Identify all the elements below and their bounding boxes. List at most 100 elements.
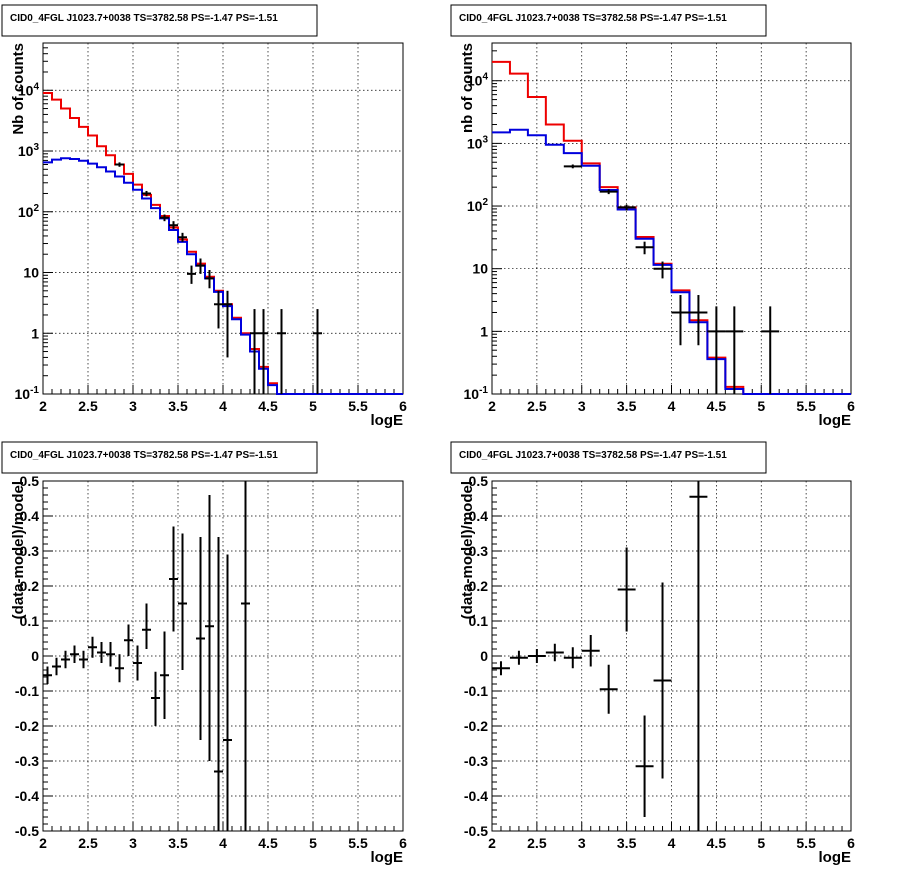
data-point [492,661,510,676]
x-tick-label: 2 [488,398,496,414]
data-point [509,650,528,665]
data-point [689,295,708,346]
data-point [761,306,780,394]
x-tick-label: 4.5 [707,835,727,851]
data-point [223,290,232,358]
data-point [106,642,115,667]
data-point [97,642,106,663]
chart-panel-1: 2 2.5 3 3.5 4 4.5 5 5.5 6 10-1 1 10 102 103 104 logE Nb … [1,4,407,429]
y-tick-label: 0 [480,648,488,664]
data-point [563,647,582,669]
y-tick-label: -0.2 [15,718,39,734]
chart-panel-3: 2 2.5 3 3.5 4 4.5 5 5.5 6 -0.5 -0.4 -0.3 -0.2 -0.1 0 0.… [1,441,407,866]
x-tick-label: 3.5 [168,398,188,414]
data-point [223,554,232,831]
data-point [653,261,672,279]
chart-title: CID0_4FGL J1023.7+0038 TS=3782.58 PS=-1.… [10,450,278,461]
data-point [178,533,187,670]
x-tick-label: 4 [219,398,227,414]
y-tick-label: 1 [31,325,39,341]
x-tick-label: 5.5 [348,398,368,414]
y-tick-label: -0.5 [15,823,39,839]
data-point [214,537,223,831]
x-tick-label: 5.5 [348,835,368,851]
data-point [151,671,160,726]
data-point [689,481,708,831]
y-tick-label: 0.2 [20,578,40,594]
data-point [61,650,70,669]
data-point [133,645,142,681]
y-tick-label: 0.2 [469,578,489,594]
data-point [617,204,636,211]
y-tick-label: -0.3 [464,753,488,769]
data-point [88,636,97,658]
data-point [581,635,600,667]
data-point [205,495,214,761]
x-tick-label: 5 [309,835,317,851]
x-tick-label: 5.5 [796,398,816,414]
data-point [671,295,690,346]
y-tick-label: 0.5 [20,473,40,489]
x-axis-title: logE [371,412,404,429]
y-tick-label: 1 [480,323,488,339]
data-point [169,221,178,230]
x-tick-label: 2.5 [78,398,98,414]
x-tick-label: 4 [668,398,676,414]
histogram-series-2 [492,128,851,395]
y-tick-label: -0.1 [464,683,488,699]
x-tick-label: 3 [129,835,137,851]
data-point [635,241,654,255]
x-tick-label: 5 [757,835,765,851]
data-point [115,162,124,167]
x-tick-label: 2.5 [527,398,547,414]
data-point [599,189,618,195]
x-axis-title: logE [819,849,852,866]
chart-panel-4: 2 2.5 3 3.5 4 4.5 5 5.5 6 -0.5 -0.4 -0.3 -0.2 -0.1 0 0.… [450,441,855,866]
data-point [635,715,654,817]
y-axis-title: Nb of counts [10,43,27,135]
y-tick-label: -0.4 [15,788,39,804]
title-box [450,4,767,37]
data-point [725,306,744,394]
x-tick-label: 2 [488,835,496,851]
x-tick-label: 3 [578,835,586,851]
data-point [277,309,286,394]
histogram-series-2 [43,157,403,395]
title-box [1,4,318,37]
y-tick-label: -0.2 [464,718,488,734]
y-tick-label: -0.1 [15,683,39,699]
y-tick-label: 10-1 [15,385,40,402]
x-tick-label: 2.5 [78,835,98,851]
title-box [1,441,318,474]
x-tick-label: 2.5 [527,835,547,851]
x-tick-label: 6 [399,398,407,414]
x-tick-label: 4.5 [707,398,727,414]
x-tick-label: 4.5 [258,398,278,414]
data-point [527,649,546,663]
data-point [70,645,79,663]
data-point [79,650,88,669]
data-point [250,309,259,394]
chart-title: CID0_4FGL J1023.7+0038 TS=3782.58 PS=-1.… [459,13,727,24]
data-point [196,537,205,740]
data-point [259,309,268,394]
x-tick-label: 4 [668,835,676,851]
data-point [160,214,169,222]
y-tick-label: 103 [467,134,489,151]
data-point [214,290,223,329]
y-axis-title: (data-model)/model [459,481,476,619]
data-point [599,664,618,714]
y-tick-label: 0.3 [20,543,40,559]
x-tick-label: 3.5 [168,835,188,851]
x-tick-label: 4 [219,835,227,851]
data-point [142,190,151,197]
data-point [115,654,124,683]
y-tick-label: -0.4 [464,788,488,804]
data-point [205,269,214,289]
data-point [160,631,169,719]
y-tick-label: 104 [467,72,489,89]
x-tick-label: 2 [39,835,47,851]
data-point [178,232,187,242]
